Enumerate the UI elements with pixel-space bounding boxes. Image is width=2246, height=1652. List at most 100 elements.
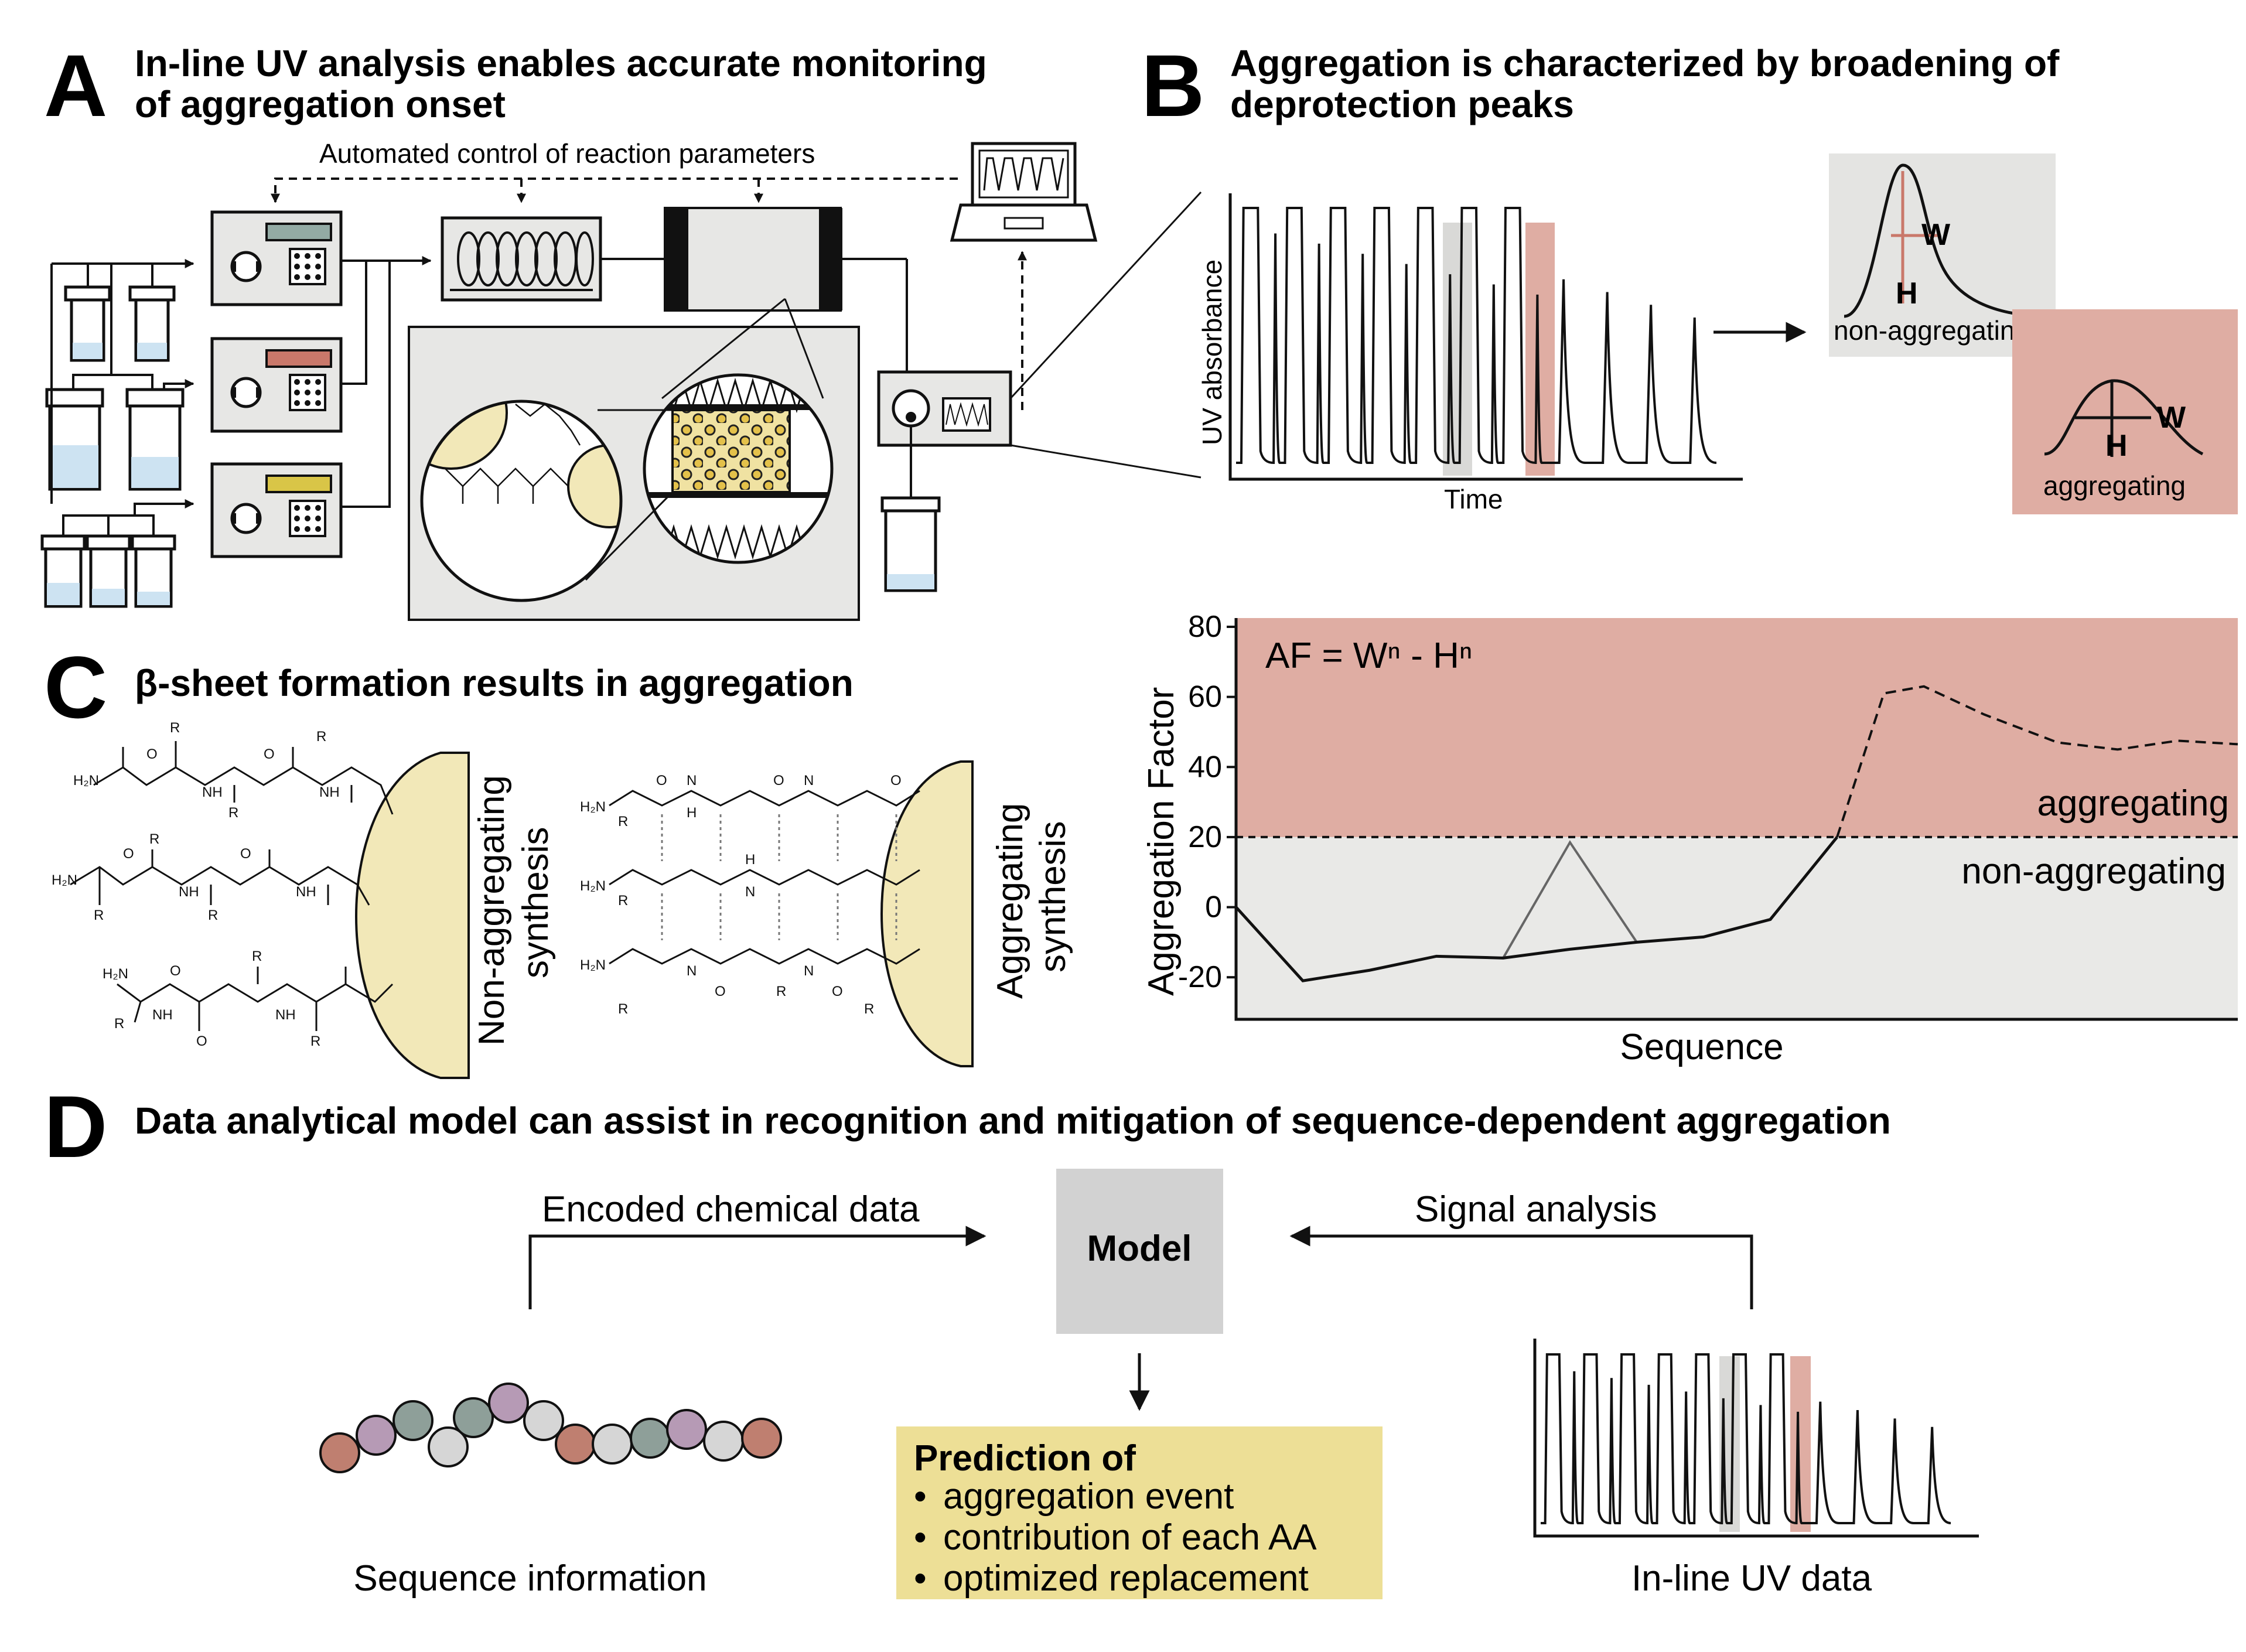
non-aggregating-peptide-chains: H₂N NH NH O O R R R H₂N NH NH O O R R R … [52,720,470,1079]
uv-trace [1236,207,1717,465]
heating-coil [441,216,665,302]
sheet-r-2: R [618,893,628,909]
sheet-r-5: R [864,1001,874,1017]
d-uv-trace [1541,1353,1951,1525]
panel-c-title: β-sheet formation results in aggregation [135,662,854,704]
chem-nh-3: NH [179,884,199,900]
chem-o-2: O [264,746,275,762]
chem-o-4: O [240,846,251,862]
chem-r-9: R [310,1033,320,1049]
sheet-n-4: N [687,963,697,979]
sheet-r-3: R [618,1001,628,1017]
chem-nh-1: NH [202,784,223,800]
prediction-bullet-1: • [914,1476,927,1517]
sheet-r-4: R [776,984,786,999]
af-y-tick-label: 80 [1188,610,1222,644]
chem-o-3: O [123,846,134,862]
af-chart: 80 60 40 20 0 -20 AF = Wⁿ - Hⁿ aggregating no… [1141,610,2238,1067]
af-y-tick-label: -20 [1178,960,1222,994]
sheet-n-5: N [804,963,814,979]
af-y-tick-label: 20 [1188,820,1222,854]
panel-d-letter: D [44,1077,107,1176]
reactor-zoom [408,298,860,621]
af-y-tick-label: 0 [1205,890,1222,924]
encoded-arrow [528,1226,987,1309]
af-y-tick-label: 60 [1188,680,1222,714]
pump-3 [210,462,343,558]
panel-d: D Data analytical model can assist in re… [44,1077,1979,1599]
af-solid-line [1235,836,1838,982]
sheet-h-2: H [745,852,755,868]
prediction-item-3: optimized replacement [943,1558,1309,1599]
af-region-lower-label: non-aggregating [1961,851,2226,892]
non-agg-h-label: H [1896,277,1918,310]
af-dashed-line [1836,685,2238,838]
non-aggregating-label: non-aggregating [1834,315,2030,346]
af-ylabel: Aggregation Factor [1141,687,1182,996]
signal-arrow [1289,1226,1753,1309]
panel-b-letter: B [1141,36,1204,135]
af-xlabel: Sequence [1620,1027,1783,1067]
chem-r-6: R [208,907,218,923]
panel-d-title: Data analytical model can assist in reco… [135,1100,1891,1142]
agg-h-label: H [2105,429,2128,463]
trace-highlight-grey [1443,223,1472,476]
sheet-h2n-2: H₂N [580,878,606,894]
non-agg-w-label: W [1921,218,1951,252]
sequence-beads [319,1383,782,1473]
automated-control-label: Automated control of reaction parameters [319,138,815,169]
panel-b-title-line2: deprotection peaks [1230,83,1574,125]
chem-r-8: R [252,948,262,964]
chem-nh-6: NH [275,1007,296,1023]
prediction-title: Prediction of [914,1438,1136,1479]
sheet-h2n-1: H₂N [580,799,606,815]
reagent-bottles [40,285,185,608]
panel-a-letter: A [44,36,107,135]
sheet-n-2: N [804,773,814,789]
af-region-upper-label: aggregating [2037,783,2230,824]
sequence-information-label: Sequence information [353,1558,706,1599]
uv-ylabel: UV absorbance [1197,260,1227,445]
encoded-chemical-data-label: Encoded chemical data [542,1189,920,1230]
d-uv-axes [1533,1339,1979,1538]
af-y-ticks: 80 60 40 20 0 -20 [1178,610,1236,994]
panel-c: C β-sheet formation results in aggregati… [44,638,1073,1079]
chem-nh-5: NH [152,1007,173,1023]
prediction-bullet-2: • [914,1517,927,1558]
inline-uv-data-label: In-line UV data [1631,1558,1872,1599]
panel-b-title-line1: Aggregation is characterized by broadeni… [1230,42,2060,84]
af-y-tick-label: 40 [1188,750,1222,784]
chem-o-6: O [196,1033,207,1049]
panel-a-title-line2: of aggregation onset [135,83,506,125]
aggregating-peak-box: W H aggregating [2012,309,2238,514]
prediction-item-2: contribution of each AA [943,1517,1317,1558]
chem-r-3: R [316,729,326,745]
sheet-o-3: O [890,773,902,789]
chem-r-7: R [114,1016,124,1032]
chem-r-2: R [228,805,238,821]
agg-synthesis-line2: synthesis [1033,821,1073,972]
uv-axes [1228,193,1743,481]
bottle-tubing [50,264,193,536]
pump-1 [210,210,343,306]
laptop-icon [950,142,1098,242]
reactor-column [664,207,908,372]
agg-synthesis-line1: Aggregating [990,803,1030,999]
sheet-n-3: N [745,884,755,900]
agg-w-label: W [2157,401,2186,435]
pump-outlets [341,256,432,508]
chem-h2n-1: H₂N [73,773,99,789]
aggregating-beta-sheet: H₂N H₂N H₂N R R R O O O N N H N H N N O … [580,760,974,1067]
prediction-box [896,1426,1383,1599]
pump-2 [210,337,343,433]
sheet-h-1: H [687,805,697,821]
non-agg-synthesis-line1: Non-aggregating [472,775,512,1046]
sheet-n-1: N [687,773,697,789]
signal-analysis-label: Signal analysis [1415,1189,1657,1230]
chem-nh-2: NH [319,784,340,800]
sheet-o-1: O [656,773,667,789]
af-triangle [1502,840,1638,959]
chem-h2n-2: H₂N [52,872,77,888]
af-axes [1234,618,2238,1021]
panel-c-letter: C [44,638,107,736]
